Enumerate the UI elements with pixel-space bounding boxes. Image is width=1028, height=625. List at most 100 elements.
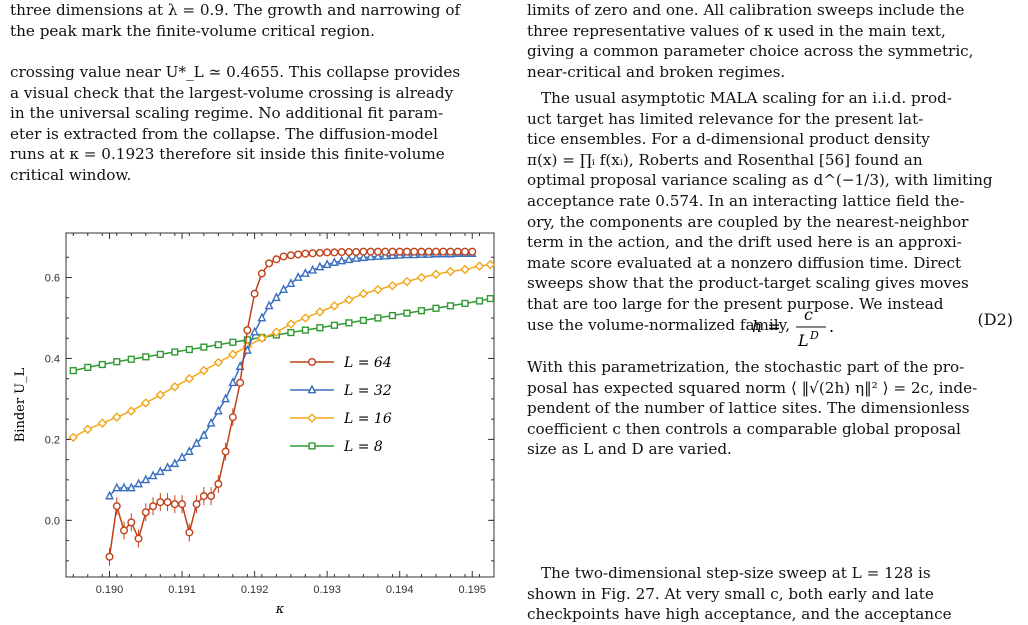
data-point bbox=[352, 248, 361, 257]
data-point bbox=[192, 437, 202, 447]
text-line: runs at κ = 0.1923 therefore sit inside … bbox=[10, 145, 445, 164]
data-point bbox=[395, 247, 404, 256]
data-point bbox=[486, 294, 494, 303]
data-point bbox=[359, 316, 368, 325]
text-line: term in the action, and the drift used h… bbox=[527, 233, 962, 252]
data-point bbox=[374, 314, 382, 322]
data-point bbox=[177, 452, 187, 462]
text-line: limits of zero and one. All calibration … bbox=[527, 1, 965, 19]
text-line: critical window. bbox=[10, 165, 132, 184]
data-point bbox=[242, 344, 252, 354]
data-point bbox=[213, 405, 223, 415]
data-point bbox=[366, 251, 376, 261]
plot-frame bbox=[65, 232, 495, 578]
data-point bbox=[329, 257, 339, 266]
text-line: π(x) = ∏ᵢ f(xᵢ), Roberts and Rosenthal [… bbox=[527, 150, 923, 169]
data-point bbox=[301, 249, 310, 258]
text-line: three representative values of κ used in… bbox=[527, 21, 946, 40]
text-line: pendent of the number of lattice sites. … bbox=[527, 399, 970, 418]
data-point bbox=[163, 462, 172, 472]
data-point bbox=[120, 526, 129, 535]
data-point bbox=[329, 301, 340, 311]
legend-label: L = 32 bbox=[343, 383, 392, 399]
text-line: optimal proposal variance scaling as d^(… bbox=[527, 171, 993, 190]
data-point bbox=[163, 498, 172, 507]
data-point bbox=[388, 311, 397, 320]
data-point bbox=[170, 458, 180, 468]
data-point bbox=[265, 259, 274, 268]
data-point bbox=[184, 446, 194, 455]
binder-chart: 0.190 0.191 0.192 0.193 0.194 0.195 0.0 0.2 0.4 0… bbox=[13, 232, 496, 617]
data-point bbox=[403, 309, 411, 317]
data-point bbox=[148, 470, 158, 480]
data-point bbox=[112, 482, 122, 492]
data-point bbox=[156, 350, 164, 359]
data-point bbox=[264, 300, 274, 310]
data-point bbox=[206, 417, 216, 427]
y-tick-label: 0.2 bbox=[45, 434, 60, 446]
text-line: in the universal scaling regime. No addi… bbox=[10, 104, 444, 123]
text-line: that are too large for the present purpo… bbox=[527, 294, 944, 313]
data-point bbox=[156, 498, 165, 507]
data-point bbox=[257, 333, 267, 344]
data-point bbox=[286, 278, 296, 287]
data-point bbox=[272, 255, 281, 264]
text-line: coefficient c then controls a comparable… bbox=[527, 419, 961, 438]
data-point bbox=[359, 247, 368, 256]
equation-denominator-base: L bbox=[797, 331, 809, 350]
caption-line: the peak mark the finite-volume critical… bbox=[10, 21, 375, 40]
data-point bbox=[287, 328, 295, 337]
data-point bbox=[68, 432, 79, 443]
data-point bbox=[236, 378, 245, 387]
x-tick-label: 0.195 bbox=[458, 584, 486, 596]
data-point bbox=[142, 353, 150, 361]
data-point bbox=[257, 269, 266, 278]
data-point bbox=[424, 247, 433, 256]
data-point bbox=[344, 294, 354, 305]
data-point bbox=[141, 508, 150, 517]
data-point bbox=[119, 482, 129, 492]
equation-svg: h = c L D . bbox=[752, 305, 834, 350]
data-point bbox=[345, 319, 353, 327]
data-point bbox=[315, 307, 325, 317]
data-point bbox=[468, 247, 477, 256]
text-line: checkpoints have high acceptance, and th… bbox=[527, 605, 952, 624]
data-point bbox=[84, 363, 92, 371]
data-point bbox=[149, 502, 158, 511]
data-point bbox=[439, 247, 448, 256]
data-point bbox=[279, 284, 289, 294]
x-tick-label: 0.194 bbox=[386, 584, 414, 596]
data-point bbox=[337, 248, 346, 257]
data-point bbox=[485, 259, 496, 270]
text-line: The two-dimensional step-size sweep at L… bbox=[541, 564, 931, 582]
data-point bbox=[474, 261, 485, 271]
right-column-top: limits of zero and one. All calibration … bbox=[527, 0, 1017, 82]
data-point bbox=[279, 252, 288, 261]
text-line: acceptance rate 0.574. In an interacting… bbox=[527, 191, 965, 210]
data-point bbox=[271, 292, 281, 302]
data-point bbox=[185, 345, 193, 354]
data-point bbox=[294, 250, 303, 259]
data-point bbox=[387, 280, 398, 291]
data-point bbox=[69, 366, 77, 375]
data-point bbox=[141, 398, 151, 408]
data-point bbox=[300, 313, 311, 323]
data-point bbox=[417, 247, 426, 256]
legend-marker bbox=[307, 413, 317, 423]
binder-cumulant-figure: 0.190 0.191 0.192 0.193 0.194 0.195 0.0 0.2 0.4 0… bbox=[10, 225, 506, 624]
data-point bbox=[178, 500, 187, 509]
data-point bbox=[257, 312, 267, 322]
series-line bbox=[73, 297, 491, 372]
data-point bbox=[410, 247, 419, 256]
equation-period: . bbox=[829, 317, 834, 336]
data-point bbox=[323, 248, 332, 257]
data-point bbox=[358, 288, 369, 299]
data-point bbox=[460, 264, 470, 275]
right-column-mid: The usual asymptotic MALA scaling for an… bbox=[527, 88, 1017, 335]
data-point bbox=[221, 447, 230, 456]
equation-d2: h = c L D . (D2) bbox=[527, 297, 1017, 350]
data-point bbox=[171, 348, 179, 356]
data-point bbox=[192, 500, 201, 509]
data-point bbox=[82, 424, 93, 435]
x-axis-label: κ bbox=[275, 602, 285, 617]
